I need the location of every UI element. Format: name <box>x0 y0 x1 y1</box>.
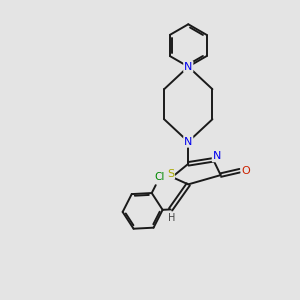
Text: O: O <box>241 166 250 176</box>
Text: N: N <box>184 62 193 72</box>
Text: N: N <box>184 137 193 147</box>
Text: S: S <box>167 169 174 178</box>
Text: N: N <box>213 151 221 161</box>
Text: Cl: Cl <box>155 172 165 182</box>
Text: H: H <box>168 213 176 223</box>
